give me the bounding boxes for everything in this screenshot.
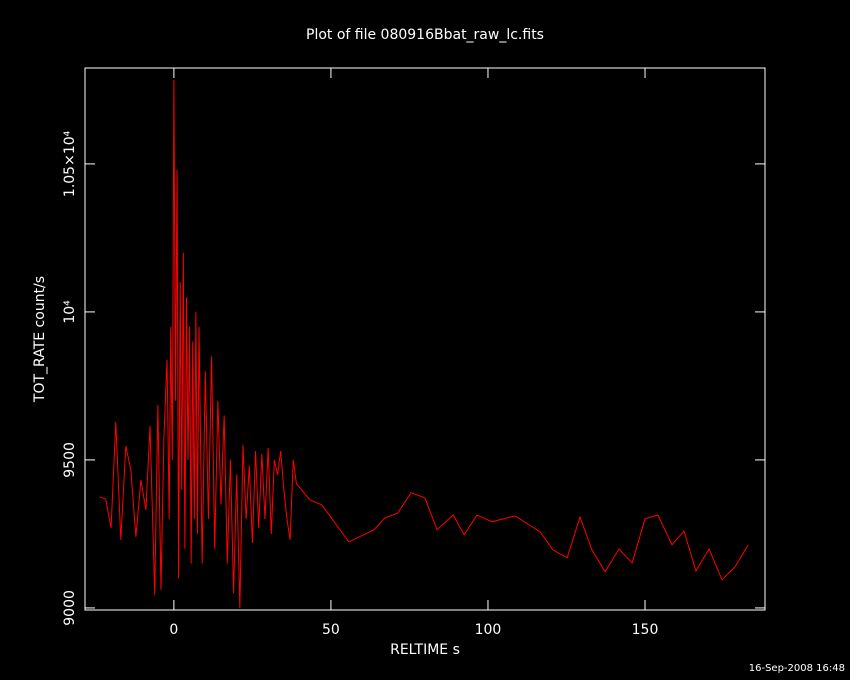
y-tick-label: 9000 [62, 590, 78, 626]
x-axis-label: RELTIME s [390, 642, 460, 658]
plot-frame [84, 67, 766, 611]
footer: 16-Sep-2008 16:48 [749, 663, 845, 674]
chart-title: Plot of file 080916Bbat_raw_lc.fits [306, 27, 544, 43]
light-curve [99, 79, 749, 608]
x-tick-label: 100 [475, 622, 502, 638]
y-tick-label: 1.05×10⁴ [62, 130, 78, 197]
x-tick-label: 150 [632, 622, 659, 638]
y-tick-label: 10⁴ [62, 300, 78, 324]
x-tick-label: 0 [169, 622, 178, 638]
x-tick-label: 50 [322, 622, 340, 638]
y-tick-label: 9500 [62, 442, 78, 478]
y-axis-label: TOT_RATE count/s [32, 276, 48, 403]
